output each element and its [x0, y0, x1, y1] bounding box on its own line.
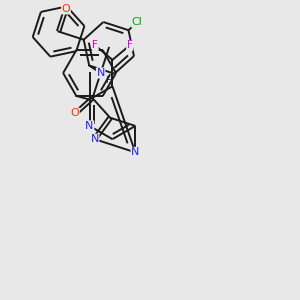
Text: N: N [91, 134, 99, 144]
Text: Cl: Cl [132, 17, 142, 27]
Text: O: O [70, 108, 79, 118]
Text: O: O [61, 4, 70, 14]
Text: N: N [97, 68, 105, 78]
Text: H: H [106, 76, 112, 85]
Text: F: F [127, 40, 133, 50]
Text: N: N [85, 121, 94, 131]
Text: F: F [92, 40, 98, 50]
Text: N: N [131, 147, 140, 158]
